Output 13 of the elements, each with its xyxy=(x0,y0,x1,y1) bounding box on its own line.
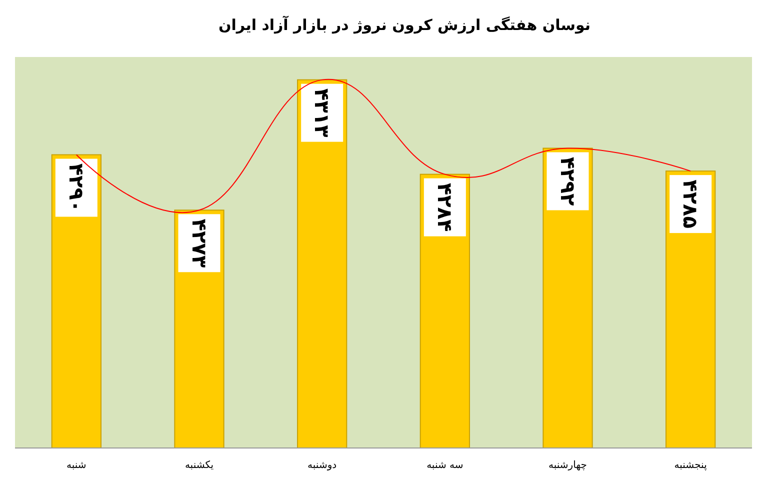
data-label: ۴۳۱۳ xyxy=(310,88,334,138)
x-tick-label: شنبه xyxy=(66,460,86,471)
x-tick-label: چهارشنبه xyxy=(548,460,587,471)
x-tick-label: یکشنبه xyxy=(184,460,214,471)
chart-title: نوسان هفتگی ارزش کرون نروژ در بازار آزاد ایران xyxy=(218,15,591,34)
x-tick-label: دوشنبه xyxy=(308,460,337,471)
data-label: ۴۲۸۵ xyxy=(678,180,703,228)
x-tick-label: پنجشنبه xyxy=(674,460,708,471)
data-label: ۴۲۹۲ xyxy=(556,156,580,206)
data-label: ۴۲۸۴ xyxy=(432,182,457,232)
data-label: ۴۲۷۳ xyxy=(187,218,212,268)
data-label: ۴۲۹۰ xyxy=(64,163,88,212)
x-tick-label: سه شنبه xyxy=(426,460,464,471)
